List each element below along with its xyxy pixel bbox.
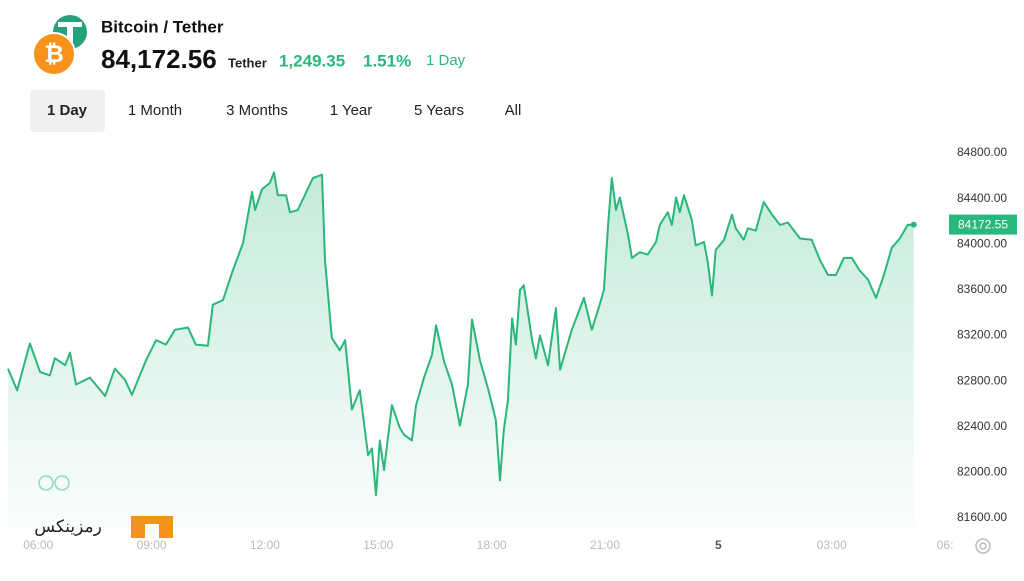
change-percent: 1.51% (363, 51, 411, 70)
x-tick-label: 12:00 (250, 538, 280, 552)
x-tick-label: 18:00 (477, 538, 507, 552)
x-tick-label: 03:00 (817, 538, 847, 552)
bitcoin-icon: ₿ (32, 32, 76, 76)
quote: Tether (228, 55, 267, 70)
y-tick-label: 82000.00 (957, 465, 1007, 479)
tab[interactable]: 1 Month (128, 102, 182, 119)
last-price-label: 84172.55 (958, 218, 1008, 232)
tab[interactable]: 3 Months (226, 102, 288, 119)
tab[interactable]: 5 Years (414, 102, 464, 119)
svg-text:₿: ₿ (44, 40, 64, 68)
tab[interactable]: 1 Year (330, 102, 373, 119)
y-tick-label: 82400.00 (957, 419, 1007, 433)
x-tick-label: 5 (715, 538, 722, 552)
tab[interactable]: All (505, 102, 522, 119)
y-tick-label: 83600.00 (957, 282, 1007, 296)
last-price-tag (949, 214, 1017, 235)
x-tick-label: 21:00 (590, 538, 620, 552)
change: 1,249.35 (279, 51, 345, 70)
settings-icon[interactable] (975, 538, 991, 554)
y-tick-label: 84400.00 (957, 191, 1007, 205)
period: 1 Day (426, 52, 466, 69)
area (8, 172, 914, 530)
tab-active-bg (30, 90, 105, 132)
tab[interactable]: 1 Day (47, 102, 88, 119)
y-tick-label: 83200.00 (957, 328, 1007, 342)
last-point (910, 221, 917, 228)
y-tick-label: 81600.00 (957, 510, 1007, 524)
x-tick-label: 06: (937, 538, 954, 552)
x-tick-label: 06:00 (23, 538, 53, 552)
y-tick-label: 82800.00 (957, 373, 1007, 387)
price-line (7, 171, 914, 497)
y-tick-label: 84800.00 (957, 145, 1007, 159)
pair-title: Bitcoin / Tether (101, 17, 224, 36)
price: 84,172.56 (101, 44, 217, 74)
x-tick-label: 09:00 (137, 538, 167, 552)
y-tick-label: 84000.00 (957, 236, 1007, 250)
x-tick-label: 15:00 (363, 538, 393, 552)
